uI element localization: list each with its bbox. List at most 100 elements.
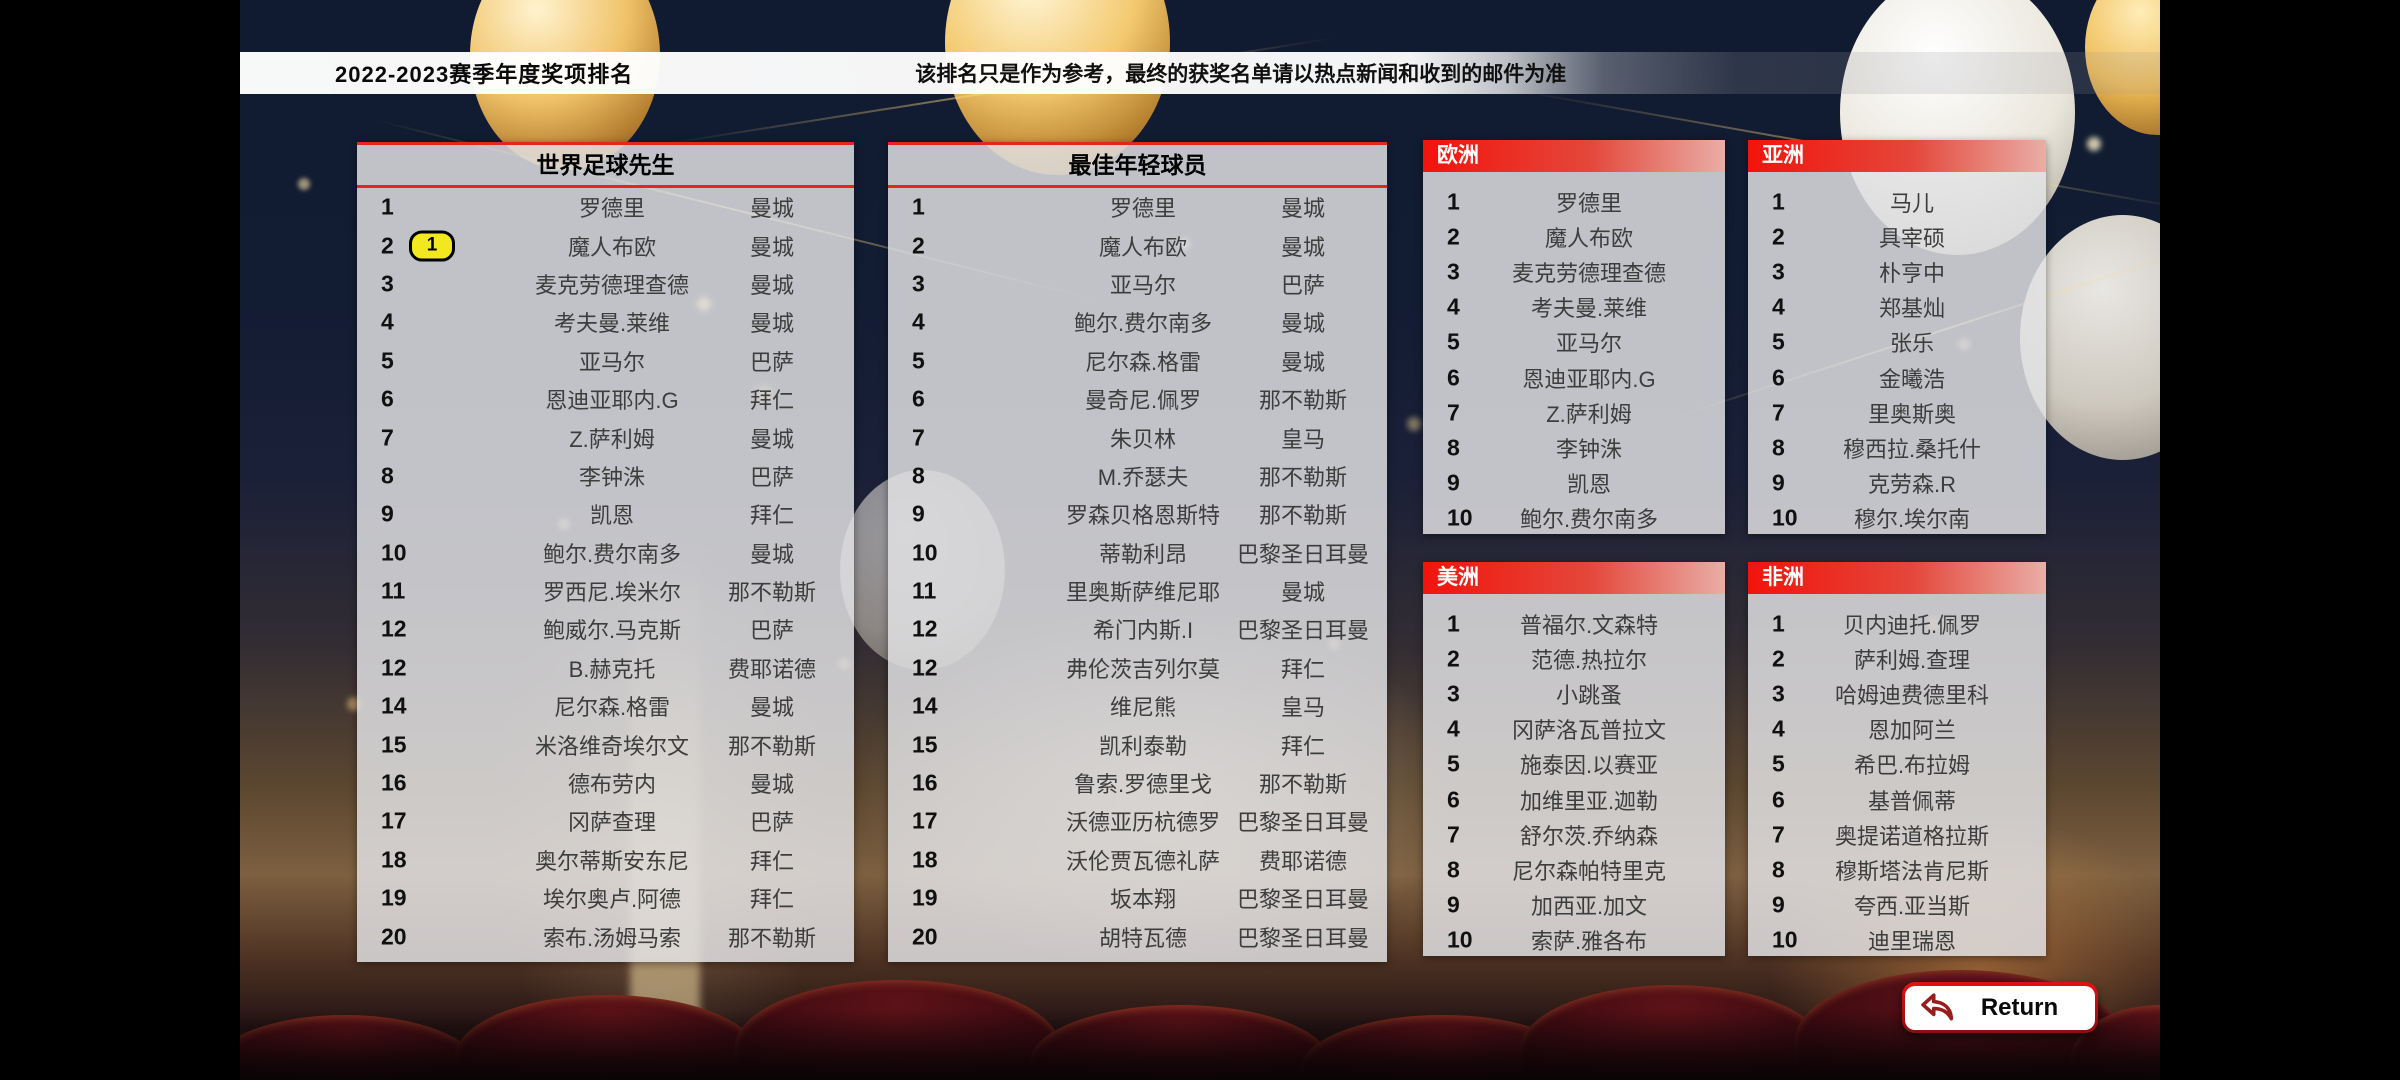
ranking-row: 4 鲍尔.费尔南多 曼城: [888, 303, 1387, 341]
player-name: 维尼熊: [1109, 695, 1176, 721]
rank-number: 10: [381, 539, 407, 566]
ranking-row: 5 亚马尔 巴萨: [357, 342, 854, 380]
rank-number: 8: [1772, 856, 1785, 883]
rank-number: 4: [381, 308, 394, 335]
rank-number: 16: [912, 769, 938, 796]
player-name: 凯利泰勒: [1098, 733, 1187, 759]
club-name: 曼城: [1280, 234, 1325, 260]
rank-number: 4: [1447, 293, 1460, 320]
player-name: 里奥斯萨维尼耶: [1065, 580, 1220, 606]
player-name: 罗德里: [1109, 196, 1176, 222]
ranking-row: 6 基普佩蒂: [1748, 782, 2046, 817]
ranking-row: 7 里奥斯奥: [1748, 395, 2046, 430]
rank-number: 12: [912, 654, 938, 681]
rank-number: 19: [381, 884, 407, 911]
ranking-row: 4 考夫曼.莱维 曼城: [357, 303, 854, 341]
player-name: 张乐: [1889, 331, 1934, 357]
rank-number: 17: [912, 807, 938, 834]
player-name: 希巴.布拉姆: [1853, 753, 1971, 779]
rank-number: 10: [1447, 926, 1473, 953]
panel-title: 欧洲: [1423, 140, 1725, 172]
player-name: 迪里瑞恩: [1867, 929, 1956, 955]
player-name: 加维里亚.迦勒: [1519, 788, 1659, 814]
ranking-row: 2 魔人布欧 曼城: [888, 226, 1387, 264]
club-name: 费耶诺德: [1258, 848, 1347, 874]
player-name: Z.萨利姆: [569, 426, 655, 452]
player-name: 具宰硕: [1878, 225, 1945, 251]
rank-number: 4: [1772, 715, 1785, 742]
player-name: 罗西尼.埃米尔: [542, 580, 682, 606]
ranking-list: 1 贝内迪托.佩罗 2 萨利姆.查理 3 哈姆迪费德里科 4 恩加阿兰 5 希巴.布拉姆 6 基普佩蒂…: [1748, 594, 2046, 958]
ranking-row: 11 里奥斯萨维尼耶 曼城: [888, 572, 1387, 610]
player-name: 考夫曼.莱维: [1530, 296, 1648, 322]
player-name: 尼尔森.格雷: [553, 695, 671, 721]
player-name: 郑基灿: [1878, 296, 1945, 322]
player-name: 舒尔茨.乔纳森: [1519, 823, 1659, 849]
club-name: 那不勒斯: [1258, 464, 1347, 490]
ranking-row: 4 郑基灿: [1748, 290, 2046, 325]
panel-world-best-player: 世界足球先生 1 罗德里 曼城 2 1 魔人布欧 曼城 3 麦克劳德理查德 曼城 4 考夫曼.莱维 曼城…: [357, 142, 854, 962]
player-name: 哈姆迪费德里科: [1834, 682, 1989, 708]
rank-change-badge: 1: [409, 230, 455, 262]
rank-number: 6: [1447, 786, 1460, 813]
ranking-row: 11 罗西尼.埃米尔 那不勒斯: [357, 572, 854, 610]
ranking-row: 6 恩迪亚耶内.G: [1423, 360, 1725, 395]
ranking-row: 2 1 魔人布欧 曼城: [357, 226, 854, 264]
rank-number: 18: [912, 846, 938, 873]
ranking-row: 10 穆尔.埃尔南: [1748, 501, 2046, 536]
return-button[interactable]: Return: [1902, 982, 2098, 1033]
player-name: 凯恩: [589, 503, 634, 529]
club-name: 曼城: [749, 196, 794, 222]
ranking-row: 6 曼奇尼.佩罗 那不勒斯: [888, 380, 1387, 418]
ranking-row: 1 罗德里 曼城: [888, 188, 1387, 226]
ranking-row: 1 贝内迪托.佩罗: [1748, 606, 2046, 641]
player-name: 恩加阿兰: [1867, 718, 1956, 744]
ranking-row: 1 罗德里 曼城: [357, 188, 854, 226]
club-name: 巴萨: [749, 464, 794, 490]
club-name: 巴黎圣日耳曼: [1236, 810, 1369, 836]
player-name: 基普佩蒂: [1867, 788, 1956, 814]
ranking-row: 1 马儿: [1748, 184, 2046, 219]
rank-number: 7: [1447, 821, 1460, 848]
rank-number: 1: [912, 193, 925, 220]
club-name: 皇马: [1280, 695, 1325, 721]
return-button-label: Return: [1980, 994, 2059, 1021]
club-name: 曼城: [749, 541, 794, 567]
return-button-face[interactable]: Return: [1905, 986, 2095, 1030]
panel-top-accent: [888, 142, 1387, 145]
player-name: 鲍尔.费尔南多: [542, 541, 682, 567]
rank-number: 8: [1447, 434, 1460, 461]
player-name: 朴亨中: [1878, 260, 1945, 286]
club-name: 曼城: [749, 272, 794, 298]
rank-number: 3: [1447, 680, 1460, 707]
player-name: 亚马尔: [1555, 331, 1622, 357]
panel-title: 亚洲: [1748, 140, 2046, 172]
panel-title: 美洲: [1423, 562, 1725, 594]
player-name: 弗伦茨吉列尔莫: [1065, 656, 1220, 682]
rank-number: 9: [1772, 469, 1785, 496]
rank-number: 1: [1772, 610, 1785, 637]
player-name: 德布劳内: [567, 772, 656, 798]
rank-number: 15: [912, 731, 938, 758]
ranking-row: 7 Z.萨利姆: [1423, 395, 1725, 430]
player-name: 穆西拉.桑托什: [1842, 436, 1982, 462]
rank-number: 8: [1447, 856, 1460, 883]
player-name: 胡特瓦德: [1098, 925, 1187, 951]
club-name: 那不勒斯: [727, 925, 816, 951]
player-name: 里奥斯奥: [1867, 401, 1956, 427]
ranking-row: 9 凯恩: [1423, 466, 1725, 501]
player-name: 萨利姆.查理: [1853, 647, 1971, 673]
ranking-row: 20 胡特瓦德 巴黎圣日耳曼: [888, 917, 1387, 955]
rank-number: 7: [1447, 399, 1460, 426]
ranking-row: 15 米洛维奇埃尔文 那不勒斯: [357, 725, 854, 763]
ranking-row: 16 鲁索.罗德里戈 那不勒斯: [888, 764, 1387, 802]
rank-number: 12: [381, 654, 407, 681]
player-name: 凯恩: [1566, 472, 1611, 498]
rank-number: 7: [1772, 821, 1785, 848]
club-name: 曼城: [749, 695, 794, 721]
club-name: 费耶诺德: [727, 656, 816, 682]
rank-number: 15: [381, 731, 407, 758]
player-name: 贝内迪托.佩罗: [1842, 612, 1982, 638]
ranking-row: 7 Z.萨利姆 曼城: [357, 418, 854, 456]
club-name: 那不勒斯: [1258, 503, 1347, 529]
